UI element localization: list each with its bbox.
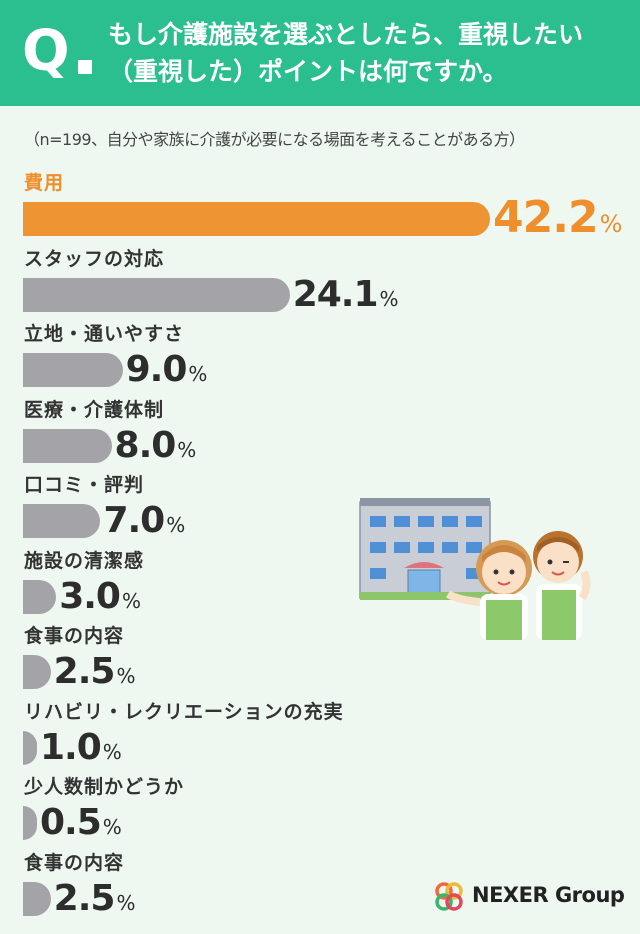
value-number: 7.0 xyxy=(103,500,165,541)
value-label: 42.2% xyxy=(493,196,622,246)
value-label: 9.0% xyxy=(126,352,208,392)
value-unit: % xyxy=(379,286,399,311)
value-number: 0.5 xyxy=(40,802,102,843)
bar xyxy=(23,202,490,236)
value-number: 2.5 xyxy=(53,651,116,692)
value-unit: % xyxy=(166,513,186,537)
value-label: 2.5% xyxy=(54,654,136,694)
value-label: 0.5% xyxy=(40,805,122,845)
category-label: 施設の清潔感 xyxy=(24,549,145,572)
category-label: 費用 xyxy=(24,172,65,194)
q-mark: Q xyxy=(22,19,70,84)
category-label: 食事の内容 xyxy=(24,851,125,874)
value-number: 3.0 xyxy=(59,575,121,617)
value-unit: % xyxy=(177,437,197,462)
value-unit: % xyxy=(116,890,136,915)
value-unit: % xyxy=(599,210,623,238)
value-number: 42.2 xyxy=(493,192,599,243)
value-number: 2.5 xyxy=(53,877,116,919)
value-number: 9.0 xyxy=(125,349,188,390)
bar xyxy=(23,730,37,765)
value-unit: % xyxy=(102,815,122,839)
category-label: 食事の内容 xyxy=(24,625,125,647)
value-number: 1.0 xyxy=(40,726,102,768)
value-label: 1.0% xyxy=(40,726,122,770)
q-dot xyxy=(78,60,92,74)
question-header: Q もし介護施設を選ぶとしたら、重視したい（重視した）ポイントは何ですか。 xyxy=(0,0,640,106)
value-number: 24.1 xyxy=(292,273,379,315)
bar xyxy=(23,428,112,463)
category-label: 立地・通いやすさ xyxy=(24,323,185,345)
value-unit: % xyxy=(188,362,208,386)
category-label: 口コミ・評判 xyxy=(24,474,145,496)
value-label: 7.0% xyxy=(103,503,185,543)
value-label: 8.0% xyxy=(114,424,197,468)
value-label: 2.5% xyxy=(53,877,136,921)
value-unit: % xyxy=(121,588,141,613)
value-unit: % xyxy=(102,739,122,764)
bar xyxy=(23,806,37,840)
value-label: 24.1% xyxy=(292,273,399,317)
category-label: リハビリ・レクリエーションの充実 xyxy=(24,700,344,723)
sample-note: （n=199、自分や家族に介護が必要になる場面を考えることがある方） xyxy=(24,130,525,149)
bar xyxy=(23,655,51,689)
category-label: 少人数制かどうか xyxy=(24,776,185,798)
bar xyxy=(23,353,123,387)
value-unit: % xyxy=(116,664,136,688)
bar xyxy=(23,277,290,312)
category-label: スタッフの対応 xyxy=(24,247,165,270)
bar xyxy=(23,579,57,614)
value-label: 3.0% xyxy=(59,575,141,619)
value-number: 8.0 xyxy=(114,424,177,466)
nexer-logo: NEXER Group xyxy=(432,878,625,912)
bar xyxy=(23,881,51,916)
nexer-logo-icon xyxy=(435,882,463,911)
category-label: 医療・介護体制 xyxy=(24,398,165,421)
question-text: もし介護施設を選ぶとしたら、重視したい（重視した）ポイントは何ですか。 xyxy=(108,20,584,86)
bar xyxy=(23,504,101,538)
caregivers-illustration xyxy=(359,498,591,640)
brand-name: NEXER Group xyxy=(472,883,625,907)
